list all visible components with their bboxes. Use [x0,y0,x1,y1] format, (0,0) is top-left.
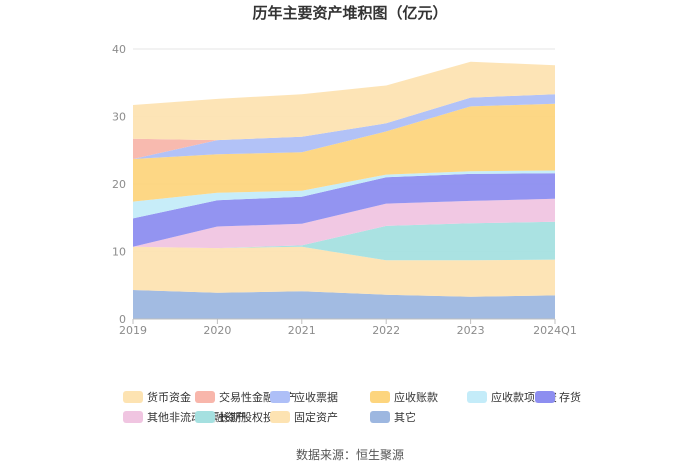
legend-swatch [535,391,555,403]
chart-title: 历年主要资产堆积图（亿元） [252,4,447,22]
legend-item[interactable]: 应收账款 [370,390,438,404]
area-series-4 [133,173,555,247]
x-tick-label: 2021 [288,324,316,337]
area-series-3 [133,198,555,249]
legend-swatch [370,391,390,403]
area-series-5 [133,170,555,219]
legend-swatch [123,411,143,423]
legend-item[interactable]: 长期股权投资 [195,410,285,424]
legend-item[interactable]: 其它 [370,410,416,424]
x-tick-label: 2019 [119,324,147,337]
y-tick-label: 20 [112,178,126,191]
axes: 0 10 20 30 40 2019 2020 2021 2022 2023 2024Q1 [112,43,577,337]
x-tick-label: 2024Q1 [533,324,577,337]
legend-label: 存货 [559,390,581,404]
area-series-7 [133,94,555,159]
legend-swatch [270,411,290,423]
legend-label: 长期股权投资 [219,410,285,424]
y-tick-label: 10 [112,246,126,259]
legend-swatch [123,391,143,403]
y-tick-label: 40 [112,43,126,56]
legend: 货币资金交易性金融资产应收票据应收账款应收款项融资存货其他非流动金融资产长期股权… [123,390,581,424]
legend-item[interactable]: 应收票据 [270,390,338,404]
legend-swatch [467,391,487,403]
legend-item[interactable]: 存货 [535,390,581,404]
area-series [133,61,555,319]
legend-swatch [195,391,215,403]
x-tick-label: 2023 [457,324,485,337]
x-tick-label: 2022 [372,324,400,337]
legend-swatch [270,391,290,403]
area-series-1 [133,246,555,297]
legend-swatch [370,411,390,423]
legend-label: 固定资产 [294,410,338,424]
area-series-6 [133,103,555,202]
y-tick-label: 0 [119,313,126,326]
legend-label: 货币资金 [147,390,191,404]
legend-swatch [195,411,215,423]
legend-label: 应收票据 [294,390,338,404]
legend-label: 应收账款 [394,390,438,404]
legend-item[interactable]: 货币资金 [123,390,191,404]
area-series-2 [133,221,555,261]
legend-label: 其它 [394,410,416,424]
data-source: 数据来源：恒生聚源 [296,447,404,462]
legend-item[interactable]: 固定资产 [270,410,338,424]
x-tick-label: 2020 [203,324,231,337]
area-series-9 [133,61,555,141]
y-tick-label: 30 [112,111,126,124]
area-series-0 [133,290,555,319]
